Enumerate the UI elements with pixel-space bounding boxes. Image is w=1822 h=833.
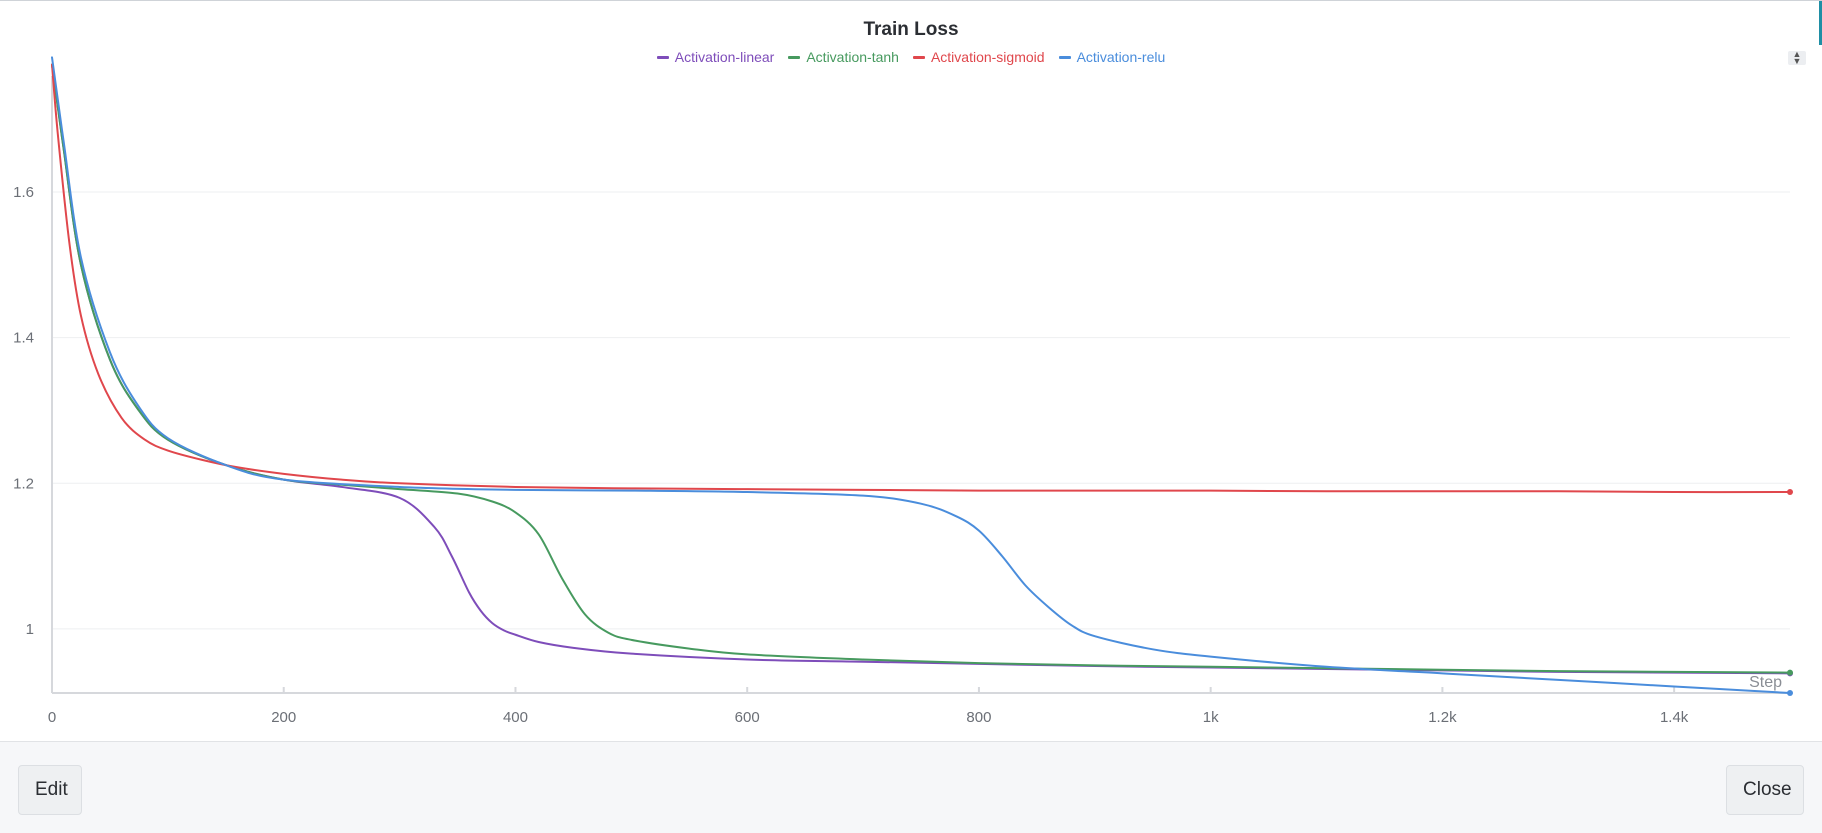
x-tick-label: 0 bbox=[48, 709, 56, 726]
series-line-activation-sigmoid bbox=[51, 63, 1791, 494]
legend-item[interactable]: Activation-sigmoid bbox=[912, 49, 1045, 65]
legend-swatch bbox=[1058, 55, 1071, 59]
accent-bar bbox=[1819, 1, 1822, 45]
sort-arrows-icon[interactable]: ▲ ▼ bbox=[1788, 50, 1806, 66]
close-button[interactable]: Close bbox=[1726, 765, 1804, 815]
legend-label: Activation-tanh bbox=[806, 49, 899, 65]
legend-label: Activation-linear bbox=[674, 49, 775, 65]
legend-swatch bbox=[788, 55, 801, 59]
series-line-activation-linear bbox=[51, 63, 1791, 675]
x-tick-label: 600 bbox=[735, 709, 760, 726]
series-end-point-activation-relu bbox=[1787, 690, 1793, 696]
chart-title: Train Loss bbox=[863, 19, 959, 40]
series-line-activation-tanh bbox=[51, 63, 1791, 674]
legend-item[interactable]: Activation-tanh bbox=[788, 49, 899, 65]
x-tick-label: 1.2k bbox=[1428, 709, 1457, 726]
series-end-point-activation-tanh bbox=[1787, 669, 1793, 676]
legend-label: Activation-relu bbox=[1076, 49, 1166, 65]
x-tick-label: 400 bbox=[503, 709, 528, 726]
series-end-point-activation-sigmoid bbox=[1787, 489, 1793, 496]
x-tick-label: 1.4k bbox=[1660, 709, 1689, 726]
legend-item[interactable]: Activation-linear bbox=[656, 49, 775, 65]
x-tick-label: 200 bbox=[271, 709, 296, 726]
line-chart: 1 1.2 1.4 1.6 0 200 400 600 800 1k 1.2k 1.4k Step bbox=[13, 56, 1793, 726]
legend-swatch bbox=[912, 55, 925, 59]
x-tick-label: 800 bbox=[966, 709, 991, 726]
y-tick-label: 1.4 bbox=[13, 330, 34, 347]
y-tick-label: 1.2 bbox=[13, 475, 34, 492]
panel-footer: Edit Close bbox=[0, 741, 1822, 833]
legend-item[interactable]: Activation-relu bbox=[1058, 49, 1166, 65]
x-tick-label: 1k bbox=[1203, 709, 1219, 726]
legend-label: Activation-sigmoid bbox=[930, 49, 1045, 65]
chart-legend: Activation-linear Activation-tanh Activati… bbox=[0, 49, 1822, 65]
series-line-activation-relu bbox=[51, 56, 1791, 694]
y-tick-label: 1.6 bbox=[13, 184, 34, 201]
edit-button[interactable]: Edit bbox=[18, 765, 82, 815]
legend-swatch bbox=[656, 55, 669, 59]
x-axis-label: Step bbox=[1749, 674, 1782, 691]
y-tick-label: 1 bbox=[26, 621, 34, 638]
